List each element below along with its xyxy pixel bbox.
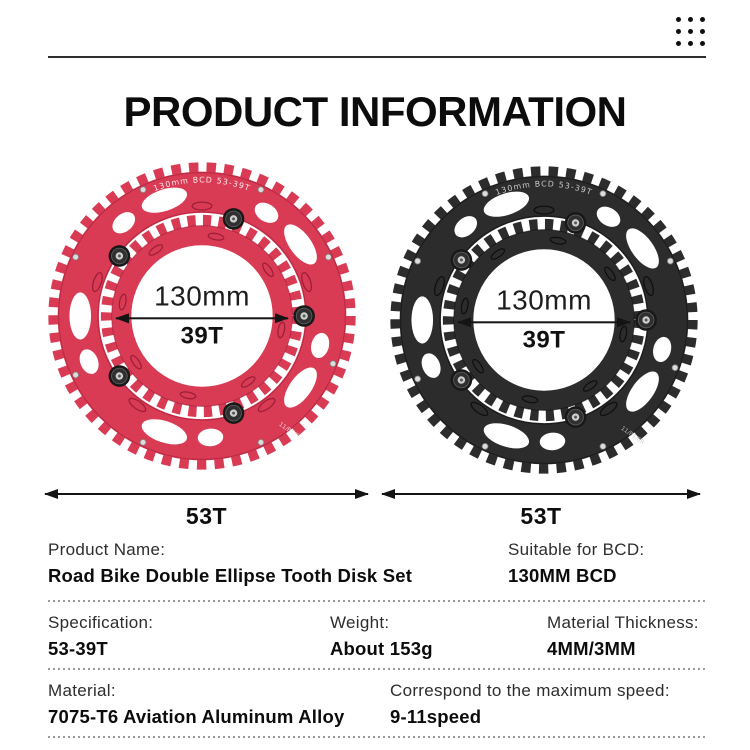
divider	[48, 600, 706, 602]
spec-thickness: Material Thickness: 4MM/3MM	[547, 613, 699, 659]
bcd-value: 130mm	[496, 284, 592, 316]
outer-teeth-count: 53T	[185, 503, 228, 529]
bcd-dimension: 130mm 39T	[449, 285, 639, 354]
chainring-red-image: 130mm BCD 53-39T 11/B1/6R	[48, 162, 356, 470]
spec-value: 4MM/3MM	[547, 637, 636, 659]
spec-label: Suitable for BCD:	[508, 540, 645, 559]
ring-decorations	[411, 190, 679, 451]
spec-value: 7075-T6 Aviation Aluminum Alloy	[48, 705, 345, 727]
outer-size-right: 53T	[381, 489, 701, 530]
outer-teeth-ring	[390, 166, 698, 474]
divider	[48, 668, 706, 670]
outer-teeth-count: 53T	[520, 503, 562, 529]
chainring-red: 130mm BCD 53-39T 11/B1/6R 130mm 39T	[40, 154, 364, 478]
spec-label: Specification:	[48, 613, 154, 632]
spec-label: Correspond to the maximum speed:	[390, 681, 670, 700]
grid-dots-icon	[676, 17, 705, 46]
dot	[676, 17, 681, 22]
spec-value: 9-11speed	[390, 705, 482, 727]
spec-label: Material Thickness:	[547, 613, 699, 632]
outer-teeth-ring	[48, 162, 356, 470]
spec-speed: Correspond to the maximum speed: 9-11spe…	[390, 681, 670, 727]
chainring-black: 130mm BCD 53-39T 11/B1/6R 130mm 39T	[382, 158, 706, 482]
bcd-arrow-icon	[115, 313, 289, 324]
dot	[688, 41, 693, 46]
spec-specification: Specification: 53-39T	[48, 613, 154, 659]
spec-label: Weight:	[330, 613, 390, 632]
outer-size-left: 53T	[44, 489, 369, 530]
spec-value: About 153g	[330, 637, 433, 659]
chainring-black-image: 130mm BCD 53-39T 11/B1/6R	[390, 166, 698, 474]
dot	[688, 17, 693, 22]
spec-value: Road Bike Double Ellipse Tooth Disk Set	[48, 564, 413, 586]
dot	[688, 29, 693, 34]
spec-value: 130MM BCD	[508, 564, 617, 586]
inner-teeth-count: 39T	[522, 326, 566, 354]
spec-bcd: Suitable for BCD: 130MM BCD	[508, 540, 645, 586]
bcd-arrow-icon	[457, 317, 631, 328]
dot	[676, 41, 681, 46]
spec-material: Material: 7075-T6 Aviation Aluminum Allo…	[48, 681, 345, 727]
spec-product-name: Product Name: Road Bike Double Ellipse T…	[48, 540, 413, 586]
size-arrow-icon	[44, 489, 369, 499]
header-divider	[48, 56, 706, 58]
spec-label: Product Name:	[48, 540, 166, 559]
spec-weight: Weight: About 153g	[330, 613, 433, 659]
divider	[48, 736, 706, 738]
dot	[700, 41, 705, 46]
inner-teeth-count: 39T	[180, 322, 224, 350]
page-title: PRODUCT INFORMATION	[123, 88, 627, 135]
dot	[676, 29, 681, 34]
bcd-value: 130mm	[154, 280, 250, 312]
spec-label: Material:	[48, 681, 116, 700]
dot	[700, 29, 705, 34]
ring-decorations	[69, 186, 337, 447]
dot	[700, 17, 705, 22]
size-arrow-icon	[381, 489, 701, 499]
spec-value: 53-39T	[48, 637, 108, 659]
bcd-dimension: 130mm 39T	[107, 281, 297, 350]
